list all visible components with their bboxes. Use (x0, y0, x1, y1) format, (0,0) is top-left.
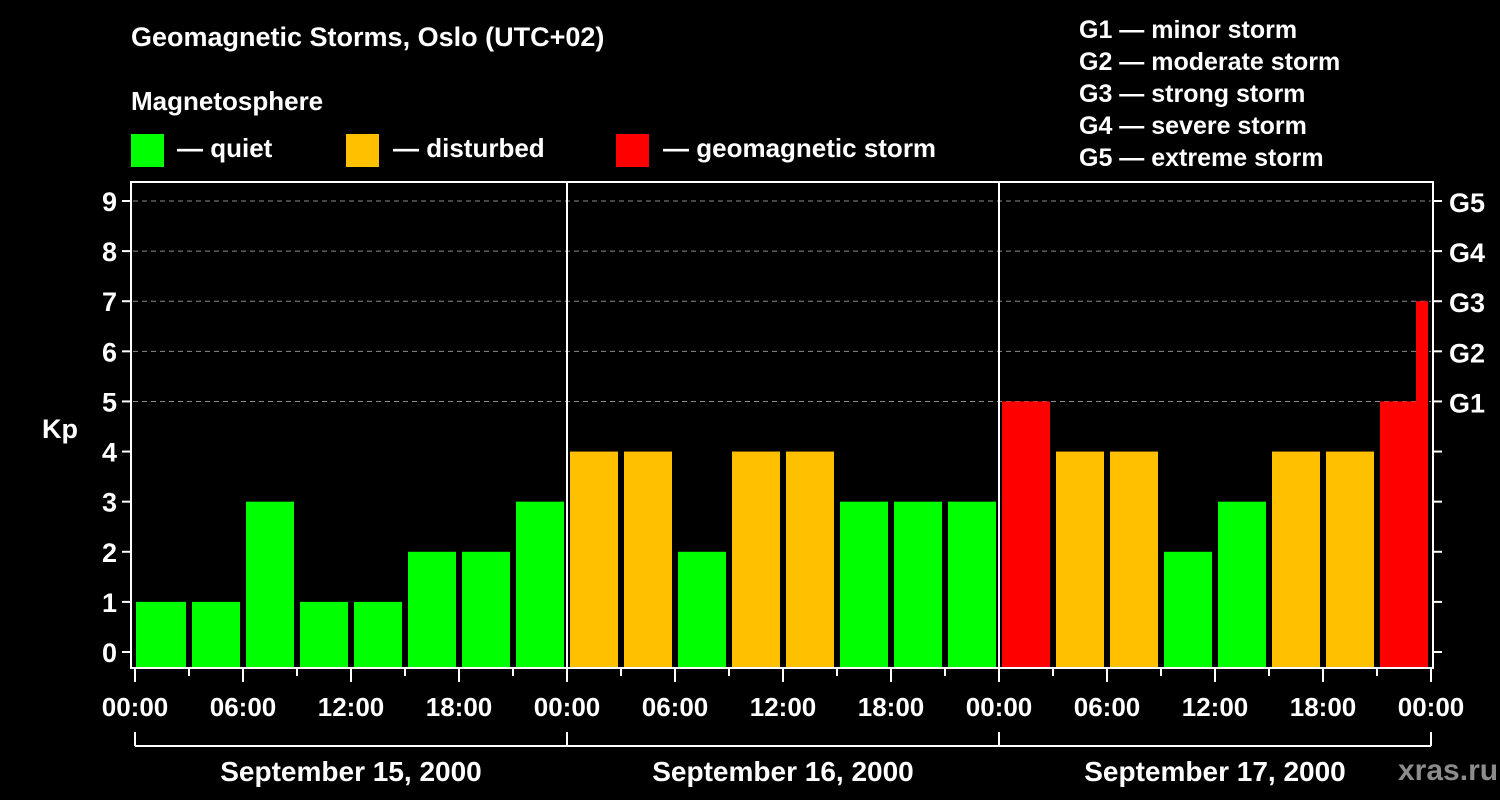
kp-bar (840, 501, 888, 667)
kp-bar (1326, 451, 1374, 667)
y-tick-label: 1 (102, 588, 117, 618)
legend-swatch-quiet (131, 134, 164, 167)
legend-label-quiet: — quiet (177, 133, 273, 163)
kp-bar (1416, 301, 1428, 667)
x-tick-label: 00:00 (534, 692, 601, 722)
day-label: September 17, 2000 (1084, 756, 1346, 787)
y-tick-label: 4 (102, 438, 117, 468)
chart-title: Geomagnetic Storms, Oslo (UTC+02) (131, 22, 605, 52)
day-label: September 15, 2000 (220, 756, 482, 787)
legend-label-storm: — geomagnetic storm (663, 133, 937, 163)
x-tick-label: 18:00 (426, 692, 493, 722)
g-scale-tick-label: G1 (1449, 388, 1485, 418)
watermark: xras.ru (1398, 754, 1499, 787)
chart-subtitle: Magnetosphere (131, 86, 324, 116)
kp-bar (948, 501, 996, 667)
y-tick-label: 9 (102, 187, 117, 217)
x-tick-label: 00:00 (1398, 692, 1465, 722)
y-tick-label: 0 (102, 638, 117, 668)
y-tick-label: 6 (102, 337, 117, 367)
y-tick-label: 2 (102, 538, 117, 568)
kp-bar (1164, 551, 1212, 667)
kp-bar (624, 451, 672, 667)
kp-bar (516, 501, 564, 667)
y-tick-label: 5 (102, 387, 117, 417)
y-tick-label: 7 (102, 287, 117, 317)
kp-bar (570, 451, 618, 667)
kp-bar (192, 601, 240, 667)
kp-bar (1002, 401, 1050, 667)
legend-label-disturbed: — disturbed (393, 133, 545, 163)
x-tick-label: 00:00 (102, 692, 169, 722)
g-scale-tick-label: G5 (1449, 188, 1485, 218)
kp-bar (408, 551, 456, 667)
kp-bar (732, 451, 780, 667)
g-scale-item: G2 — moderate storm (1079, 48, 1341, 76)
kp-bar (246, 501, 294, 667)
kp-bar (1056, 451, 1104, 667)
g-scale-tick-label: G2 (1449, 338, 1485, 368)
g-scale-item: G1 — minor storm (1079, 16, 1298, 44)
kp-bar (786, 451, 834, 667)
x-tick-label: 00:00 (966, 692, 1033, 722)
g-scale-item: G4 — severe storm (1079, 112, 1307, 140)
x-tick-label: 06:00 (1074, 692, 1141, 722)
kp-bar (136, 601, 186, 667)
x-tick-label: 18:00 (1290, 692, 1357, 722)
x-tick-label: 06:00 (642, 692, 709, 722)
g-scale-item: G5 — extreme storm (1079, 144, 1324, 172)
x-tick-label: 12:00 (750, 692, 817, 722)
kp-bar (1218, 501, 1266, 667)
kp-bar (1272, 451, 1320, 667)
x-tick-label: 12:00 (1182, 692, 1249, 722)
legend-swatch-disturbed (346, 134, 379, 167)
kp-bar (894, 501, 942, 667)
kp-bar (678, 551, 726, 667)
x-tick-label: 18:00 (858, 692, 925, 722)
y-tick-label: 3 (102, 488, 117, 518)
g-scale-legend: G1 — minor storm G2 — moderate storm G3 … (1079, 14, 1340, 174)
x-tick-label: 06:00 (210, 692, 277, 722)
kp-bar (300, 601, 348, 667)
day-label: September 16, 2000 (652, 756, 914, 787)
kp-bar (462, 551, 510, 667)
y-tick-label: 8 (102, 237, 117, 267)
g-scale-item: G3 — strong storm (1079, 80, 1306, 108)
y-axis-label: Kp (42, 414, 78, 444)
x-tick-label: 12:00 (318, 692, 385, 722)
kp-bar (1110, 451, 1158, 667)
g-scale-tick-label: G4 (1449, 238, 1485, 268)
legend-swatch-storm (616, 134, 649, 167)
g-scale-tick-label: G3 (1449, 288, 1485, 318)
kp-bar (354, 601, 402, 667)
